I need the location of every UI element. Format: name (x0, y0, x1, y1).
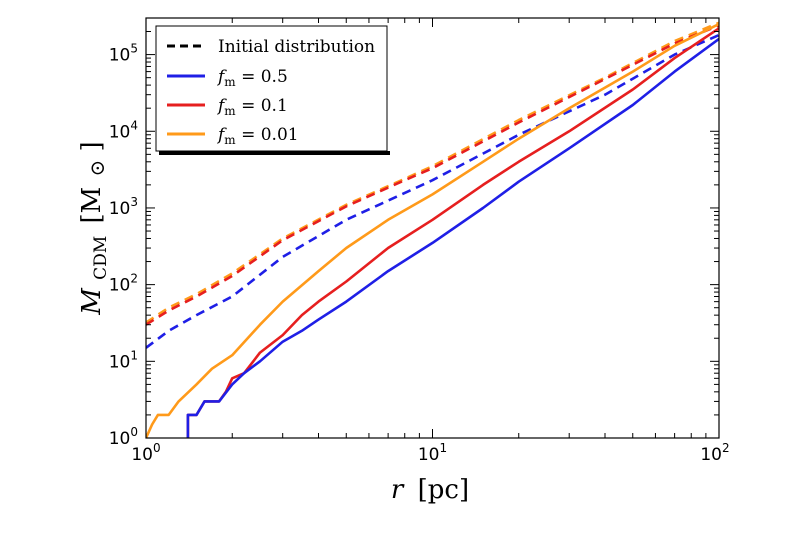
x-axis-var: r (391, 475, 405, 505)
y-tick-label: 103 (109, 195, 138, 219)
series-line-5 (186, 37, 719, 438)
y-tick-label: 102 (109, 272, 138, 296)
series-line-0 (146, 21, 719, 324)
x-axis-title: r [pc] (391, 475, 469, 505)
x-axis-unit: [pc] (418, 475, 470, 505)
series-layer (146, 21, 719, 438)
y-axis-unit-post: ] (77, 141, 107, 151)
y-axis-sub: CDM (91, 236, 111, 280)
legend-label-fm-01: fm = 0.1 (216, 96, 288, 118)
y-axis-unit-pre: [M (77, 187, 107, 224)
y-tick-label: 101 (109, 348, 138, 372)
y-tick-label: 104 (109, 118, 138, 142)
legend: Initial distribution fm = 0.5 fm = 0.1 f… (155, 25, 390, 155)
y-axis-title: M CDM [M ⊙ ] (77, 141, 113, 315)
legend-shadow (159, 151, 390, 155)
y-tick-label: 100 (109, 425, 138, 449)
series-line-3 (146, 22, 719, 438)
series-line-1 (146, 24, 719, 326)
legend-label-initial: Initial distribution (218, 37, 375, 57)
tick-layer: 100 101 102 100 101 102 103 104 105 (109, 17, 730, 465)
y-tick-label: 105 (109, 42, 138, 66)
x-tick-label: 100 (131, 441, 160, 465)
legend-label-fm-05: fm = 0.5 (216, 67, 288, 89)
y-axis-unit-sym: ⊙ (85, 160, 109, 177)
x-tick-label: 101 (418, 441, 447, 465)
x-tick-label: 102 (700, 441, 729, 465)
series-line-2 (146, 33, 719, 349)
legend-label-fm-001: fm = 0.01 (216, 125, 299, 147)
y-axis-var: M (77, 287, 107, 316)
